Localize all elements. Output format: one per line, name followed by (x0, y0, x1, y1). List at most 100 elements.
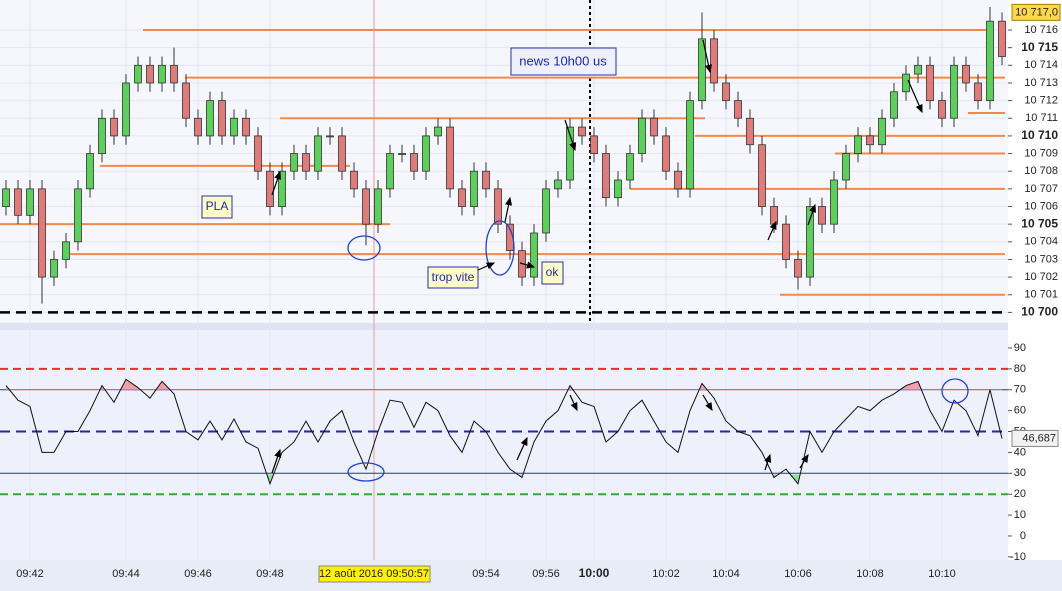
annotation: PLA (206, 199, 229, 213)
annotation-box (541, 261, 564, 285)
candle-body (626, 153, 634, 181)
candle-body (746, 117, 754, 146)
price-label-box (1011, 3, 1061, 21)
x-tick-label: 09:46 (184, 568, 212, 580)
y-tick-label: 10 705 (1021, 216, 1058, 230)
rsi-line (5, 378, 1003, 486)
y-tick-label: 10 711 (1025, 112, 1058, 124)
x-tick-label: 10:10 (928, 568, 956, 580)
candle-body (482, 170, 490, 190)
candle-body (182, 82, 190, 119)
y-tick-label: 10 703 (1024, 253, 1058, 265)
candle-body (230, 117, 238, 137)
candle-body (218, 100, 226, 137)
candle-body (458, 188, 466, 207)
candle-body (446, 126, 454, 190)
x-tick-label: 09:56 (532, 568, 560, 580)
rsi-last-label: 46,687 (1022, 432, 1056, 444)
y-tick-label: 30 (1014, 467, 1026, 479)
candle-body (650, 117, 658, 137)
annotation-box (510, 47, 617, 76)
y-tick-label: 40 (1014, 446, 1026, 458)
candle-body (830, 179, 838, 225)
candle-body (818, 206, 826, 225)
candle-body (26, 188, 34, 216)
marker-ellipse (941, 378, 969, 404)
candle-body (110, 117, 118, 137)
candle-body (194, 117, 202, 137)
candle-body (374, 188, 382, 225)
candle-body (542, 188, 550, 234)
candle-body (842, 153, 850, 181)
marker-ellipse (347, 462, 385, 482)
candle-body (38, 188, 46, 278)
y-tick-label: 10 706 (1024, 200, 1058, 212)
x-tick-label: 09:48 (256, 568, 284, 580)
candle-body (806, 206, 814, 278)
y-tick-label: 10 708 (1024, 165, 1058, 177)
candle-body (158, 64, 166, 84)
candle-body (314, 135, 322, 172)
x-tick-label: 10:08 (856, 568, 884, 580)
y-tick-label: 10 (1014, 509, 1026, 521)
y-tick-label: -10 (1010, 551, 1026, 563)
candle-body (290, 153, 298, 172)
candle-body (362, 188, 370, 225)
y-tick-label: 10 704 (1024, 236, 1058, 248)
candle-body (686, 100, 694, 190)
candle-body (98, 117, 106, 154)
annotation: news 10h00 us (519, 53, 607, 68)
candle-body (242, 117, 250, 137)
candle-body (62, 241, 70, 260)
y-tick-label: 10 710 (1021, 128, 1058, 142)
candle-body (662, 135, 670, 172)
marker-ellipse (485, 220, 515, 276)
arrows (271, 39, 923, 474)
x-tick-label: 10:00 (579, 566, 610, 580)
candle-body (2, 188, 10, 207)
crosshair-label: 12 août 2016 09:50:57 (319, 568, 429, 580)
candle-body (986, 20, 994, 102)
candle-body (602, 153, 610, 199)
y-tick-label: 20 (1014, 488, 1026, 500)
candle-body (962, 64, 970, 84)
y-tick-label: 10 700 (1021, 305, 1058, 319)
y-tick-label: 90 (1014, 342, 1026, 354)
candle-body (278, 170, 286, 207)
candle-body (50, 259, 58, 278)
candle-body (710, 38, 718, 84)
candle-body (410, 153, 418, 172)
candle-body (722, 82, 730, 102)
x-tick-label: 09:42 (16, 568, 44, 580)
candle-body (122, 82, 130, 137)
candle-body (302, 153, 310, 172)
candle-body (578, 126, 586, 137)
candle-body (386, 153, 394, 190)
y-tick-label: 10 713 (1024, 77, 1058, 89)
candle-body (758, 144, 766, 207)
annotation: trop vite (432, 270, 475, 284)
marker-ellipse (347, 235, 381, 261)
candle-body (914, 64, 922, 75)
y-tick-label: 60 (1014, 405, 1026, 417)
y-tick-label: 10 715 (1021, 40, 1058, 54)
candle-body (170, 64, 178, 84)
y-tick-label: 10 709 (1024, 147, 1058, 159)
y-tick-label: 0 (1020, 530, 1026, 542)
candle-body (254, 135, 262, 172)
y-tick-label: 70 (1014, 384, 1026, 396)
candle-body (938, 100, 946, 119)
x-tick-label: 09:44 (112, 568, 140, 580)
candle-body (14, 188, 22, 216)
x-tick-label: 10:04 (712, 568, 740, 580)
candle-body (134, 64, 142, 84)
x-tick-label: 09:54 (472, 568, 500, 580)
y-tick-label: 10 716 (1024, 24, 1058, 36)
candle-body (338, 135, 346, 172)
candle-body (950, 64, 958, 119)
annotation-box (201, 195, 233, 219)
candle-body (350, 170, 358, 190)
x-tick-label: 10:06 (784, 568, 812, 580)
